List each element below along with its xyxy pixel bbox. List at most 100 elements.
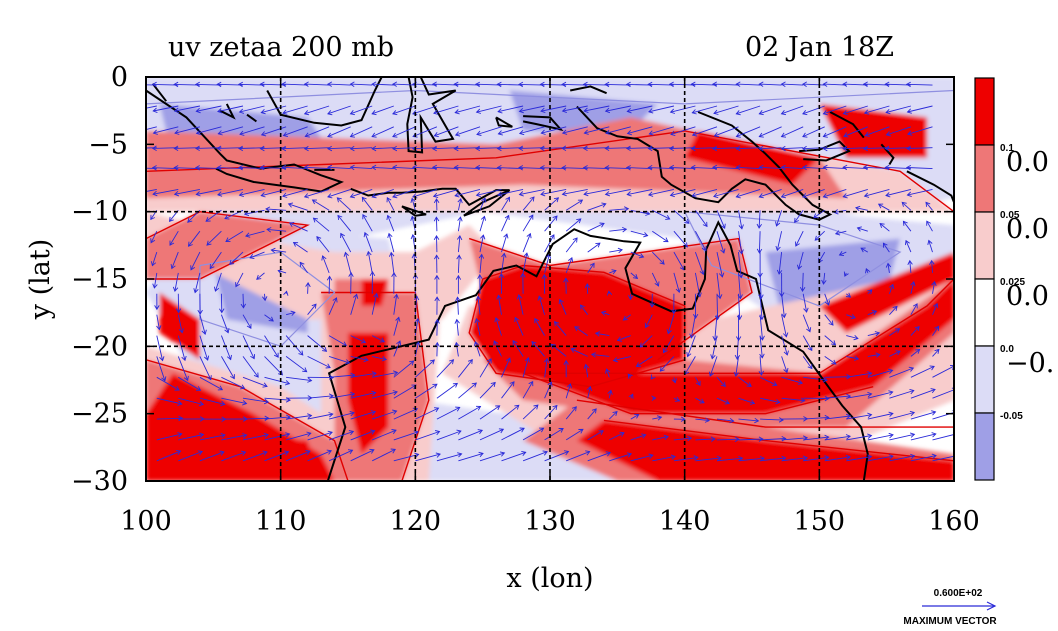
wind-vector-head xyxy=(518,81,524,88)
wind-vector-head xyxy=(381,356,387,362)
wind-vector-shaft xyxy=(583,167,610,170)
wind-vector-head xyxy=(704,417,710,423)
wind-vector xyxy=(760,455,787,462)
wind-vector-shaft xyxy=(584,105,610,112)
wind-vector-head xyxy=(533,404,539,410)
wind-vector-shaft xyxy=(433,105,459,114)
wind-vector-head xyxy=(821,279,827,285)
wind-vector xyxy=(690,145,718,152)
wind-vector xyxy=(287,202,308,211)
wind-vector-head xyxy=(213,286,220,292)
wind-vector-shaft xyxy=(570,348,588,357)
wind-vector xyxy=(475,105,502,114)
wind-vector-shaft xyxy=(412,166,437,170)
wind-vector-shaft xyxy=(390,252,395,273)
wind-vector-shaft xyxy=(687,335,696,357)
wind-vector-shaft xyxy=(289,222,308,232)
wind-vector-head xyxy=(431,145,437,152)
wind-vector-shaft xyxy=(479,216,485,232)
wind-vector-head xyxy=(864,131,870,137)
wind-vector-shaft xyxy=(802,147,825,150)
wind-vector-head xyxy=(627,373,633,379)
wind-vector-head xyxy=(198,432,205,438)
wind-vector-head xyxy=(174,385,180,391)
wind-vector-shaft xyxy=(639,335,653,348)
wind-vector-head xyxy=(822,132,828,138)
wind-vector-shaft xyxy=(565,218,582,232)
wind-vector xyxy=(867,390,894,399)
field-region-28 xyxy=(684,130,820,185)
wind-vector xyxy=(889,432,916,441)
wind-vector-shaft xyxy=(337,215,352,232)
wind-vector-shaft xyxy=(415,407,439,420)
wind-vector xyxy=(307,374,335,381)
wind-vector-shaft xyxy=(372,410,397,420)
wind-vector-shaft xyxy=(802,293,808,313)
wind-vector-shaft xyxy=(146,188,157,192)
wind-vector-head xyxy=(414,452,420,458)
wind-vector xyxy=(454,105,481,115)
wind-vector-head xyxy=(806,327,812,333)
wind-vector-shaft xyxy=(350,372,377,378)
wind-vector-shaft xyxy=(695,230,707,251)
wind-vector-shaft xyxy=(738,252,742,278)
wind-vector-head xyxy=(822,110,828,116)
wind-vector-head xyxy=(326,449,332,455)
wind-vector xyxy=(932,325,940,336)
wind-vector-shaft xyxy=(695,457,721,462)
wind-vector-head xyxy=(475,295,482,301)
wind-vector xyxy=(177,356,189,382)
wind-vector-shaft xyxy=(412,105,438,115)
wind-vector-head xyxy=(474,317,480,324)
wind-vector-shaft xyxy=(781,335,788,356)
wind-vector-shaft xyxy=(328,449,353,462)
wind-vector xyxy=(393,293,399,315)
wind-vector-head xyxy=(735,145,741,152)
wind-vector-head xyxy=(526,232,532,239)
wind-vector-head xyxy=(625,81,631,88)
wind-vector-head xyxy=(262,296,268,302)
wind-vector-shaft xyxy=(242,356,259,378)
wind-vector xyxy=(327,81,351,87)
wind-vector xyxy=(814,230,826,241)
wind-vector-shaft xyxy=(327,126,351,138)
wind-vector xyxy=(336,197,352,211)
wind-vector-shaft xyxy=(905,240,912,253)
wind-vector-head xyxy=(862,81,868,87)
wind-vector xyxy=(388,251,395,273)
wind-vector-head xyxy=(583,363,590,369)
wind-vector xyxy=(795,230,804,247)
wind-vector-head xyxy=(668,164,675,171)
wind-vector-head xyxy=(456,235,463,241)
wind-vector-shaft xyxy=(501,253,505,273)
wind-vector xyxy=(520,272,526,294)
wind-vector xyxy=(146,167,157,170)
wind-vector xyxy=(713,188,739,199)
wind-vector xyxy=(926,220,933,232)
wind-vector xyxy=(673,455,699,462)
wind-vector-shaft xyxy=(889,306,898,316)
wind-vector-shaft xyxy=(457,235,461,253)
wind-vector xyxy=(327,145,351,152)
wind-vector xyxy=(146,105,157,109)
wind-vector xyxy=(716,252,725,278)
wind-vector-head xyxy=(371,193,377,199)
wind-vector xyxy=(479,234,486,253)
wind-vector xyxy=(458,429,484,441)
y-tick-label: 0 xyxy=(111,62,128,93)
wind-vector xyxy=(156,415,184,422)
wind-vector-shaft xyxy=(544,215,558,232)
wind-vector-shaft xyxy=(336,197,352,211)
wind-vector-head xyxy=(758,193,764,199)
wind-vector-shaft xyxy=(476,188,502,196)
wind-vector-head xyxy=(176,449,182,455)
wind-vector-shaft xyxy=(684,356,696,375)
wind-vector xyxy=(587,202,607,211)
wind-vector-head xyxy=(574,326,580,332)
wind-vector-shaft xyxy=(802,272,804,292)
wind-vector-shaft xyxy=(304,83,330,86)
wind-vector xyxy=(877,203,890,211)
wind-vector xyxy=(522,404,539,420)
wind-vector-shaft xyxy=(692,105,718,114)
wind-vector-head xyxy=(865,267,871,274)
